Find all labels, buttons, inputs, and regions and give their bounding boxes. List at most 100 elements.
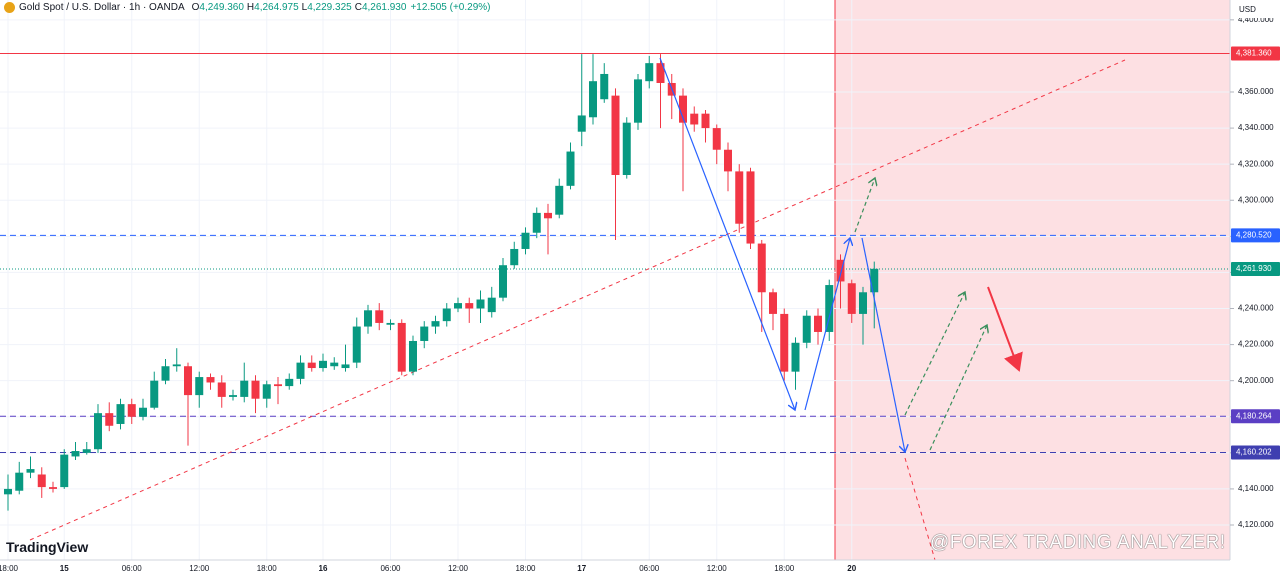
x-tick-label: 12:00 bbox=[448, 564, 469, 573]
y-tick-label: 4,400.000 bbox=[1238, 15, 1274, 24]
candle-body bbox=[487, 297, 496, 313]
candle-body bbox=[60, 454, 69, 488]
candle-body bbox=[94, 413, 102, 450]
x-tick-label: 15 bbox=[60, 564, 69, 573]
highlight-zone bbox=[835, 0, 1230, 560]
candle-body bbox=[307, 362, 316, 369]
projection-arrow bbox=[929, 325, 987, 451]
candle-body bbox=[409, 340, 417, 372]
y-tick-label: 4,200.000 bbox=[1238, 376, 1274, 385]
candle-body bbox=[847, 283, 856, 314]
candle-body bbox=[555, 185, 564, 215]
candle-body bbox=[195, 377, 204, 396]
x-tick-label: 06:00 bbox=[122, 564, 143, 573]
candle-body bbox=[420, 326, 429, 341]
ohlc-value: 4,229.325 bbox=[307, 2, 352, 13]
candle-body bbox=[37, 474, 46, 488]
candle-body bbox=[26, 469, 35, 473]
candle-body bbox=[645, 63, 654, 82]
candle-body bbox=[634, 79, 642, 123]
candle-body bbox=[746, 171, 755, 244]
ohlc-value: 4,264.975 bbox=[254, 2, 299, 13]
candle-body bbox=[442, 308, 451, 322]
candle-body bbox=[184, 366, 192, 396]
candle-body bbox=[465, 303, 474, 309]
x-tick-label: 18:00 bbox=[515, 564, 536, 573]
level-tag bbox=[1231, 228, 1280, 243]
path-arrow bbox=[861, 237, 905, 452]
candle-body bbox=[386, 322, 395, 325]
candle-body bbox=[656, 63, 665, 83]
path-arrow bbox=[804, 238, 850, 411]
candle-body bbox=[532, 212, 541, 233]
level-tag bbox=[1231, 409, 1280, 424]
candle-body bbox=[611, 95, 620, 175]
candle-body bbox=[229, 395, 237, 397]
candle-body bbox=[802, 315, 811, 343]
candle-body bbox=[352, 326, 361, 363]
candle-body bbox=[71, 451, 80, 457]
candle-body bbox=[49, 487, 57, 489]
candle-body bbox=[375, 310, 384, 323]
candle-body bbox=[701, 113, 710, 129]
candle-body bbox=[341, 364, 350, 369]
ohlc-key: H bbox=[246, 2, 255, 13]
candle-body bbox=[757, 243, 766, 293]
x-tick-label: 18:00 bbox=[257, 564, 278, 573]
candle-body bbox=[791, 342, 800, 372]
candle-body bbox=[274, 384, 282, 387]
logo: TradingView bbox=[6, 539, 89, 555]
candle-body bbox=[521, 232, 530, 249]
y-tick-label: 4,120.000 bbox=[1238, 520, 1274, 529]
candle-body bbox=[712, 128, 721, 150]
candle-body bbox=[397, 322, 406, 372]
ohlc-values: O4,249.360 H4,264.975 L4,229.325 C4,261.930 bbox=[189, 2, 407, 13]
projection-arrow bbox=[854, 178, 875, 233]
candle-body bbox=[82, 449, 91, 453]
watermark: @FOREX TRADING ANALYZER! bbox=[930, 532, 1226, 553]
sell-arrow bbox=[987, 286, 1023, 372]
candle-body bbox=[566, 151, 575, 186]
candle-body bbox=[364, 310, 372, 327]
currency-label: USD bbox=[1239, 5, 1256, 14]
candle-body bbox=[262, 384, 271, 399]
candle-body bbox=[510, 248, 519, 266]
x-tick-label: 12:00 bbox=[189, 564, 210, 573]
candle-body bbox=[116, 404, 125, 424]
x-tick-label: 12:00 bbox=[707, 564, 728, 573]
candle-body bbox=[622, 122, 631, 175]
symbol-icon bbox=[4, 2, 15, 13]
ohlc-key: L bbox=[301, 2, 308, 13]
candle-body bbox=[499, 265, 507, 298]
candle-body bbox=[150, 380, 159, 408]
level-label: 4,381.360 bbox=[1236, 49, 1272, 58]
level-label: 4,160.202 bbox=[1236, 448, 1272, 457]
symbol-title: Gold Spot / U.S. Dollar · 1h · OANDA bbox=[19, 2, 185, 13]
ohlc-value: 4,261.930 bbox=[361, 2, 407, 13]
level-tag bbox=[1231, 261, 1280, 276]
y-tick-label: 4,220.000 bbox=[1238, 340, 1274, 349]
candle-body bbox=[476, 299, 485, 309]
candle-body bbox=[251, 380, 260, 399]
candle-body bbox=[139, 407, 147, 417]
candle-body bbox=[296, 362, 305, 379]
candle-body bbox=[825, 285, 834, 332]
x-tick-label: 06:00 bbox=[380, 564, 401, 573]
price-change: +12.505 (+0.29%) bbox=[410, 2, 491, 13]
candle-body bbox=[319, 360, 327, 369]
drawings bbox=[659, 57, 1023, 561]
candle-body bbox=[870, 268, 879, 293]
candle-body bbox=[836, 259, 845, 282]
candle-body bbox=[859, 292, 867, 314]
level-label: 4,280.520 bbox=[1236, 231, 1272, 240]
candle-body bbox=[172, 364, 181, 367]
candle-body bbox=[431, 321, 440, 327]
candle-body bbox=[161, 366, 170, 381]
candle-body bbox=[217, 382, 226, 397]
candle-body bbox=[105, 413, 114, 426]
candle-body bbox=[600, 73, 609, 100]
candle-body bbox=[285, 378, 294, 387]
x-tick-label: 18:00 bbox=[0, 564, 19, 573]
